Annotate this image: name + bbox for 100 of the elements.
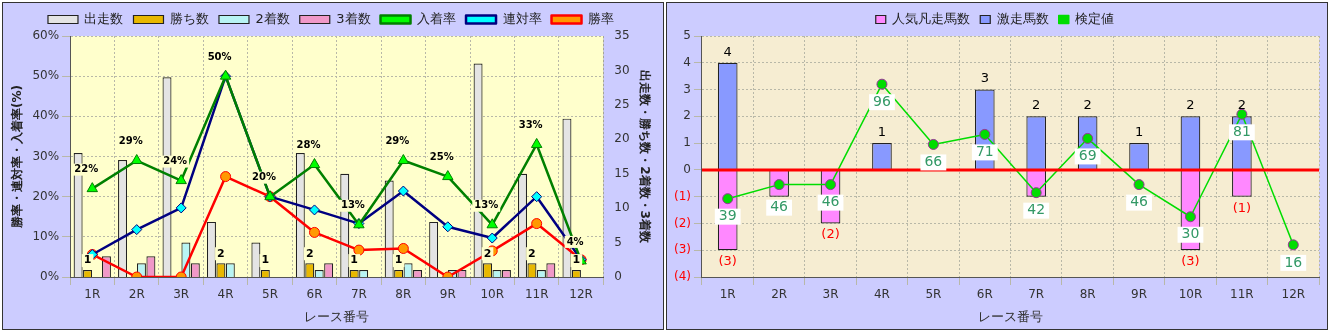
data-label: 69 (1078, 147, 1097, 164)
y2-tick-label: 15 (614, 165, 630, 180)
data-label: 24% (163, 155, 188, 167)
y2-tick-label: 0 (614, 269, 622, 284)
data-label: (3) (1181, 253, 1200, 269)
x-tick-label: 2R (128, 287, 145, 302)
data-label: 2 (305, 246, 314, 260)
data-label: (2) (821, 226, 840, 242)
x-tick-label: 4R (873, 287, 890, 302)
y-tick-label: 2 (683, 108, 691, 123)
legend-label: 出走数 (84, 10, 124, 26)
data-label: 46 (821, 193, 840, 210)
y2-axis-title: 出走数・勝ち数・2着数・3着数 (637, 70, 652, 244)
data-label: 42 (1027, 201, 1046, 218)
x-tick-label: 12R (569, 287, 593, 302)
data-label: 33% (518, 119, 543, 131)
x-tick-label: 7R (1028, 287, 1045, 302)
data-label: 2 (528, 246, 536, 260)
x-tick-label: 11R (1230, 287, 1254, 302)
data-label: 2 (1032, 97, 1041, 113)
data-label: 16 (1284, 253, 1303, 270)
data-label: 1 (877, 123, 887, 139)
data-label: 39 (718, 207, 737, 224)
data-label: 96 (873, 92, 891, 109)
data-label: 4% (566, 235, 584, 247)
data-label: 13% (340, 199, 365, 211)
y2-tick-label: 20 (614, 131, 630, 146)
y-tick-label: 3 (683, 81, 691, 96)
data-label: 1 (1134, 123, 1144, 139)
y-tick-label: 40% (32, 108, 60, 123)
x-axis-title: レース番号 (304, 308, 370, 324)
legend-label: 2着数 (255, 10, 290, 26)
x-tick-label: 7R (350, 287, 367, 302)
legend-label: 連対率 (502, 10, 542, 26)
x-tick-label: 10R (1178, 287, 1203, 302)
data-label: 1 (261, 253, 270, 267)
x-tick-label: 1R (84, 287, 101, 302)
y2-tick-label: 25 (614, 96, 630, 111)
x-tick-label: 8R (395, 287, 412, 302)
y-tick-label: 1 (683, 135, 691, 150)
data-label: 30 (1181, 225, 1200, 242)
x-tick-label: 6R (306, 287, 323, 302)
data-label: 2 (1186, 97, 1195, 113)
data-label: 25% (429, 151, 454, 163)
legend-label: 勝率 (588, 10, 615, 26)
data-label: 29% (385, 135, 410, 147)
y-tick-label: 60% (32, 28, 60, 43)
x-tick-label: 5R (925, 287, 942, 302)
data-label: 50% (207, 50, 232, 62)
legend-label: 激走馬数 (996, 10, 1049, 26)
y-tick-label: 10% (32, 228, 60, 243)
data-label: 1 (394, 253, 403, 267)
x-tick-label: 2R (771, 287, 788, 302)
data-label: 46 (770, 198, 789, 215)
data-label: 3 (980, 70, 989, 86)
data-label: 20% (252, 171, 277, 183)
y2-tick-label: 35 (614, 28, 630, 43)
data-label: 66 (924, 153, 943, 170)
legend-label: 検定値 (1075, 10, 1115, 26)
x-tick-label: 4R (217, 287, 234, 302)
y-tick-label: (1) (674, 188, 691, 203)
legend-label: 人気凡走馬数 (892, 10, 971, 26)
data-label: 2 (1083, 97, 1092, 113)
y-tick-label: (4) (674, 269, 691, 284)
data-label: 28% (296, 139, 321, 151)
data-label: (1) (1232, 199, 1252, 215)
y-tick-label: 50% (32, 68, 60, 83)
x-tick-label: 3R (822, 287, 839, 302)
legend-label: 勝ち数 (169, 10, 209, 26)
x-tick-label: 9R (1131, 287, 1148, 302)
data-label: 29% (118, 135, 143, 147)
x-tick-label: 11R (524, 287, 549, 302)
y-tick-label: 0% (40, 269, 60, 284)
x-tick-label: 3R (173, 287, 190, 302)
y-tick-label: 20% (32, 188, 60, 203)
x-tick-label: 5R (262, 287, 279, 302)
y-tick-label: (2) (674, 215, 691, 230)
x-axis-title: レース番号 (978, 308, 1043, 324)
y-tick-label: (3) (674, 242, 691, 257)
x-tick-label: 8R (1079, 287, 1096, 302)
x-tick-label: 9R (439, 287, 456, 302)
y-tick-label: 30% (32, 148, 60, 163)
x-tick-label: 1R (719, 287, 736, 302)
data-label: 1 (83, 253, 92, 267)
y-tick-label: 4 (683, 54, 691, 69)
data-label: 1 (572, 253, 581, 267)
data-label: 81 (1232, 122, 1251, 139)
y-axis-title: 勝率・連対率・入着率(%) (10, 85, 25, 229)
data-label: 46 (1130, 193, 1149, 210)
data-label: 2 (1237, 97, 1247, 113)
y-tick-label: 0 (683, 162, 691, 177)
y2-tick-label: 5 (614, 234, 622, 249)
data-label: 1 (350, 253, 359, 267)
data-label: 22% (74, 163, 99, 175)
data-label: 13% (474, 199, 499, 211)
y2-tick-label: 30 (614, 62, 630, 77)
data-label: (3) (718, 253, 737, 269)
data-label: 4 (723, 43, 732, 59)
legend-label: 入着率 (417, 10, 457, 26)
y-tick-label: 5 (683, 28, 691, 43)
